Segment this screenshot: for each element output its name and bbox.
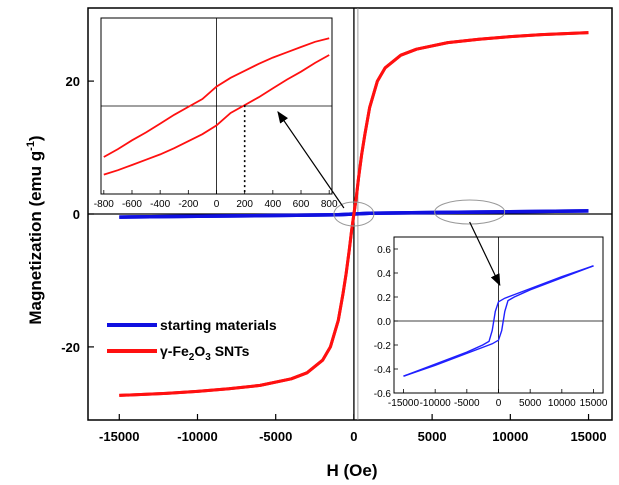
legend-fe2o3-sub1: 2 bbox=[189, 352, 195, 363]
inset1-x-tick-label: 800 bbox=[321, 199, 338, 210]
inset2-y-tick-label: 0.2 bbox=[377, 293, 391, 304]
inset2-y-tick-label: -0.4 bbox=[374, 365, 392, 376]
inset2-x-tick-label: -10000 bbox=[420, 398, 452, 409]
inset2-x-tick-label: 0 bbox=[496, 398, 502, 409]
legend: starting materials γ-Fe2O3 SNTs bbox=[107, 317, 277, 363]
main-x-tick-label: -10000 bbox=[177, 429, 217, 444]
legend-fe2o3-part3: SNTs bbox=[211, 343, 250, 359]
inset2-y-tick-label: -0.6 bbox=[374, 389, 392, 400]
inset2-series-branch-1 bbox=[403, 265, 594, 377]
inset1-x-tick-label: 0 bbox=[214, 199, 220, 210]
inset2-x-tick-label: -5000 bbox=[454, 398, 480, 409]
inset2-y-tick-label: 0.0 bbox=[377, 317, 391, 328]
origin-highlight-ellipse bbox=[333, 201, 375, 227]
arrow-to-inset2 bbox=[469, 221, 501, 287]
inset2-x-tick-label: 15000 bbox=[580, 398, 608, 409]
legend-label-starting-materials: starting materials bbox=[160, 317, 277, 333]
legend-fe2o3-part2: O bbox=[194, 343, 205, 359]
inset1-x-tick-label: 400 bbox=[264, 199, 281, 210]
y-axis-title-sup: -1 bbox=[25, 141, 37, 151]
x-axis-title: H (Oe) bbox=[327, 461, 378, 480]
inset1-series-branch-1 bbox=[103, 37, 330, 158]
y-axis-title: Magnetization (emu g-1) bbox=[25, 135, 45, 324]
legend-fe2o3-sub2: 3 bbox=[205, 352, 211, 363]
inset2-x-tick-label: 10000 bbox=[548, 398, 576, 409]
main-y-tick-label: 20 bbox=[66, 74, 80, 89]
main-y-tick-label: 0 bbox=[73, 207, 80, 222]
legend-fe2o3-part1: γ-Fe bbox=[160, 343, 189, 359]
inset2-series-branch-0 bbox=[403, 265, 594, 377]
series-fe2o3-branch-1 bbox=[119, 31, 589, 397]
main-x-tick-label: 10000 bbox=[492, 429, 528, 444]
inset2-y-tick-label: 0.4 bbox=[377, 269, 391, 280]
inset2-x-tick-label: 5000 bbox=[519, 398, 542, 409]
inset-bottom-right: -15000 -10000 -5000 0 5000 10000 15000 -0.6 -0.4… bbox=[374, 236, 608, 409]
y-axis-title-main: Magnetization (emu g bbox=[26, 151, 45, 325]
inset2-y-tick-label: 0.6 bbox=[377, 245, 391, 256]
inset1-x-tick-label: 200 bbox=[236, 199, 253, 210]
inset1-x-tick-label: -400 bbox=[150, 199, 170, 210]
arrow-to-inset1 bbox=[277, 111, 345, 209]
inset2-y-tick-label: -0.2 bbox=[374, 341, 392, 352]
main-x-tick-label: -5000 bbox=[259, 429, 292, 444]
main-x-tick-label: 0 bbox=[350, 429, 357, 444]
inset2-x-tick-label: -15000 bbox=[388, 398, 420, 409]
legend-label-fe2o3: γ-Fe2O3 SNTs bbox=[160, 343, 250, 363]
main-x-tick-label: 5000 bbox=[418, 429, 447, 444]
main-x-tick-label: -15000 bbox=[99, 429, 139, 444]
inset1-series-branch-0 bbox=[103, 54, 330, 176]
high-field-highlight-ellipse bbox=[434, 199, 506, 225]
inset1-x-tick-label: -200 bbox=[178, 199, 198, 210]
inset1-x-tick-label: 600 bbox=[293, 199, 310, 210]
inset-top-left: -800 -600 -400 -200 0 200 400 600 800 bbox=[94, 17, 338, 210]
y-axis-title-end: ) bbox=[26, 135, 45, 141]
inset1-x-tick-label: -800 bbox=[94, 199, 114, 210]
main-y-tick-label: -20 bbox=[61, 340, 80, 355]
main-x-tick-label: 15000 bbox=[570, 429, 606, 444]
inset1-x-tick-label: -600 bbox=[122, 199, 142, 210]
